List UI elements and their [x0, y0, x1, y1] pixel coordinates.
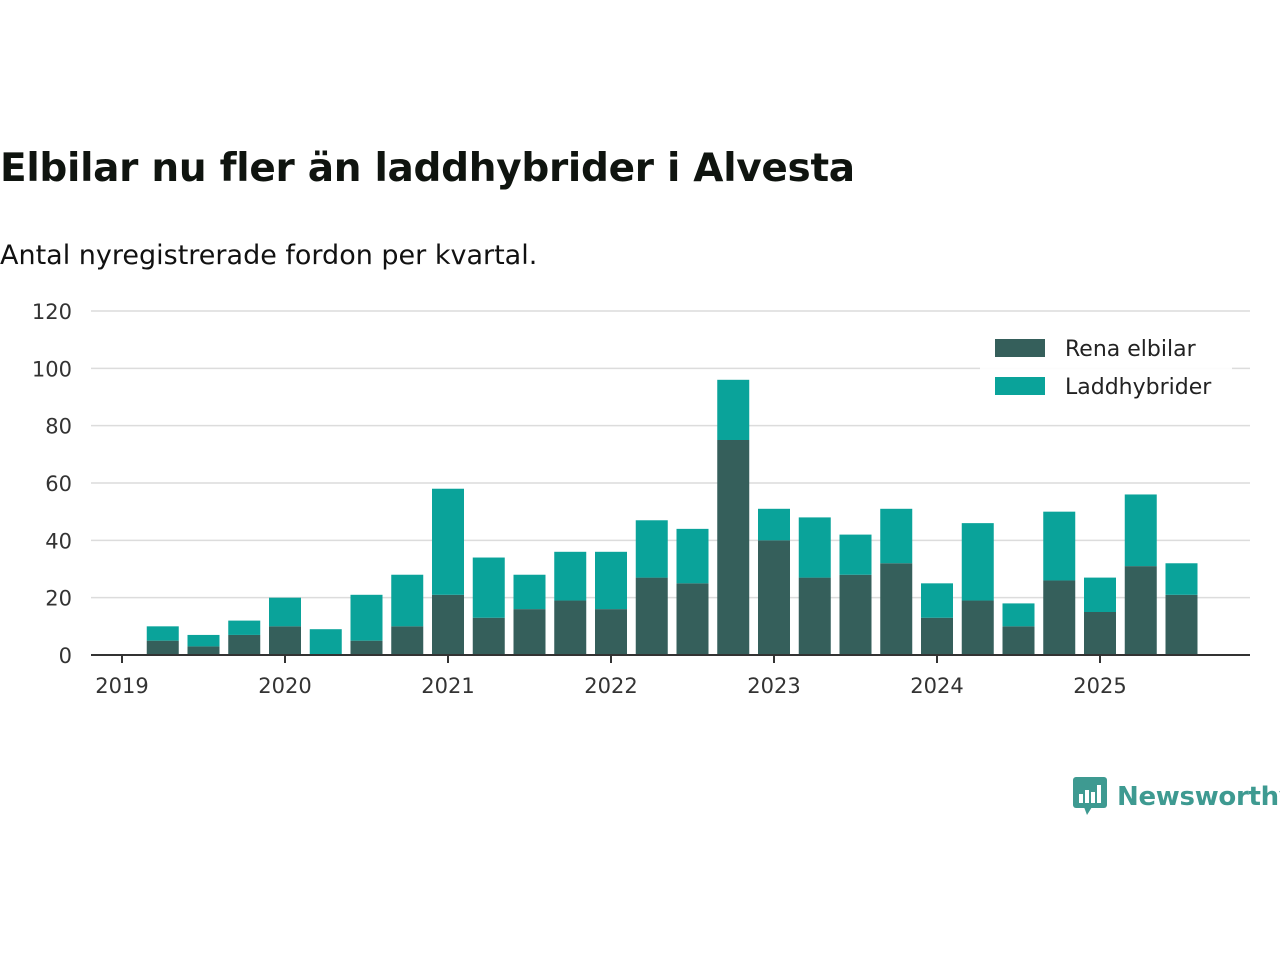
- bar-rena-elbilar: [961, 600, 994, 655]
- x-axis: 2019 2020 2021 2022 2023 2024 2025: [91, 654, 1250, 698]
- bar-laddhybrider: [758, 508, 790, 541]
- bar-laddhybrider: [595, 551, 627, 610]
- bar-laddhybrider: [432, 488, 464, 595]
- legend-swatch: [995, 377, 1045, 395]
- bar-laddhybrider: [309, 629, 342, 655]
- bar-laddhybrider: [1002, 603, 1035, 627]
- x-tick-label: 2021: [421, 674, 474, 698]
- bar-rena-elbilar: [595, 609, 627, 655]
- y-tick-label: 20: [45, 587, 72, 611]
- y-tick-label: 120: [32, 300, 72, 324]
- bar-laddhybrider: [187, 634, 220, 647]
- bar-laddhybrider: [717, 379, 750, 440]
- bar-rena-elbilar: [350, 640, 383, 655]
- bar-laddhybrider: [921, 583, 953, 618]
- bar-laddhybrider: [839, 534, 872, 575]
- x-tick-label: 2025: [1073, 674, 1126, 698]
- x-tick-label: 2023: [747, 674, 800, 698]
- brand-name: Newsworthy: [1117, 782, 1280, 812]
- bar-rena-elbilar: [676, 583, 709, 655]
- bar-rena-elbilar: [1165, 594, 1198, 655]
- bar-laddhybrider: [880, 508, 913, 564]
- y-tick-label: 60: [45, 472, 72, 496]
- bar-rena-elbilar: [432, 594, 464, 655]
- bar-laddhybrider: [961, 523, 994, 601]
- chart-subtitle: Antal nyregistrerade fordon per kvartal.: [0, 240, 538, 271]
- bar-laddhybrider: [228, 620, 261, 635]
- bar-rena-elbilar: [717, 440, 750, 655]
- bar-laddhybrider: [635, 520, 668, 578]
- bar-rena-elbilar: [391, 626, 424, 655]
- legend-label: Rena elbilar: [1065, 337, 1197, 362]
- bar-laddhybrider: [269, 597, 301, 627]
- bar-rena-elbilar: [839, 574, 872, 655]
- bars: [146, 379, 1198, 655]
- stacked-bar-chart: 0 20 40 60 80 100 120 2019 2020 2021 2022 2023 2024…: [32, 300, 1250, 698]
- y-tick-label: 100: [32, 357, 72, 381]
- bar-laddhybrider: [1084, 577, 1116, 612]
- y-tick-label: 40: [45, 529, 72, 553]
- bar-laddhybrider: [472, 557, 505, 618]
- brand-logo: Newsworthy: [1073, 777, 1280, 817]
- chart-title: Elbilar nu fler än laddhybrider i Alvest…: [0, 146, 855, 191]
- bar-laddhybrider: [1124, 494, 1157, 567]
- x-tick-label: 2019: [95, 674, 148, 698]
- bar-laddhybrider: [513, 574, 546, 610]
- bar-laddhybrider: [554, 551, 587, 601]
- bar-laddhybrider: [350, 594, 383, 641]
- legend-label: Laddhybrider: [1065, 375, 1212, 400]
- bar-rena-elbilar: [880, 563, 913, 655]
- y-axis-ticks: 0 20 40 60 80 100 120: [32, 300, 72, 668]
- bar-laddhybrider: [1165, 563, 1198, 595]
- bar-laddhybrider: [1043, 511, 1076, 581]
- x-tick-label: 2024: [910, 674, 963, 698]
- bar-rena-elbilar: [921, 617, 953, 655]
- bar-rena-elbilar: [1043, 580, 1076, 655]
- bar-rena-elbilar: [758, 540, 790, 655]
- bar-rena-elbilar: [146, 640, 179, 655]
- y-tick-label: 0: [59, 644, 72, 668]
- bar-laddhybrider: [798, 517, 831, 578]
- legend-swatch: [995, 339, 1045, 357]
- legend: Rena elbilar Laddhybrider: [980, 333, 1232, 413]
- bar-rena-elbilar: [187, 646, 220, 655]
- x-tick-label: 2022: [584, 674, 637, 698]
- x-tick-label: 2020: [258, 674, 311, 698]
- bar-rena-elbilar: [228, 634, 261, 655]
- bar-rena-elbilar: [1002, 626, 1035, 655]
- bar-laddhybrider: [676, 528, 709, 584]
- bar-rena-elbilar: [554, 600, 587, 655]
- bar-laddhybrider: [146, 626, 179, 641]
- bar-rena-elbilar: [1124, 566, 1157, 655]
- y-tick-label: 80: [45, 415, 72, 439]
- bar-rena-elbilar: [269, 626, 301, 655]
- bar-rena-elbilar: [798, 577, 831, 655]
- bar-rena-elbilar: [472, 617, 505, 655]
- bar-rena-elbilar: [635, 577, 668, 655]
- bar-rena-elbilar: [1084, 612, 1116, 655]
- newsworthy-logo-icon: [1073, 777, 1107, 815]
- bar-laddhybrider: [391, 574, 424, 627]
- bar-rena-elbilar: [513, 609, 546, 655]
